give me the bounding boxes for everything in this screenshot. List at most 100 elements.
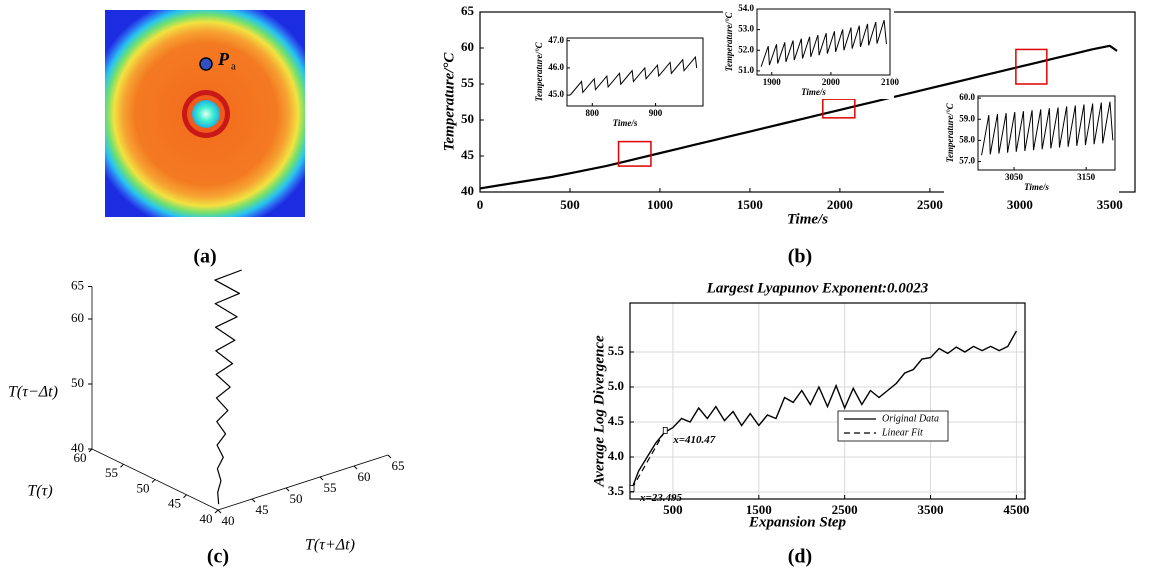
z-tick-label: 65 <box>71 277 84 292</box>
y-tick-label: 60 <box>461 39 474 54</box>
inset-x-title: Time/s <box>613 118 638 128</box>
series-line <box>631 330 1018 489</box>
marker-symbol: P <box>217 49 230 69</box>
y-tick-label: 46.0 <box>548 62 564 72</box>
x-tick-label: 500 <box>560 197 580 212</box>
y-tick-label: 60 <box>74 450 87 465</box>
y-tick-label: 55 <box>105 465 118 480</box>
y-tick-label: 3.5 <box>608 483 625 498</box>
plot-frame <box>629 302 1026 500</box>
x-tick-label: 45 <box>256 502 269 517</box>
annotation-text: x=23.495 <box>639 492 683 504</box>
x-tick-label: 0 <box>477 197 484 212</box>
plot-area <box>567 38 703 106</box>
y-tick-mark <box>183 494 187 499</box>
x-tick-label: 1500 <box>746 502 772 517</box>
x-tick-label: 900 <box>649 108 663 118</box>
plot-frame <box>977 95 1116 171</box>
inset-y-title: Temperature/°C <box>945 102 955 162</box>
annotation-marker <box>662 426 668 434</box>
highlight-region <box>822 98 856 119</box>
y-tick-label: 5.0 <box>608 378 624 393</box>
y-tick-label: 45.0 <box>548 89 564 99</box>
thermal-image <box>105 10 305 217</box>
inset-y-title: Temperature/°C <box>724 11 734 71</box>
y-tick-label: 50 <box>137 480 150 495</box>
x-tick-label: 2000 <box>822 77 841 87</box>
y-tick-label: 4.0 <box>608 448 624 463</box>
annotation-text: x=410.47 <box>672 434 716 446</box>
y-tick-label: 52.0 <box>738 44 754 54</box>
point-marker <box>199 57 213 71</box>
marker-subscript: a <box>231 61 236 73</box>
y-tick-label: 5.5 <box>608 343 625 358</box>
y-tick-label: 55 <box>461 75 475 90</box>
x-tick-label: 65 <box>392 458 405 473</box>
legend-label: Original Data <box>882 413 939 424</box>
z-axis-title: T(τ−Δt) <box>8 384 58 401</box>
x-tick-label: 4500 <box>1003 502 1029 517</box>
inset-line <box>760 19 887 67</box>
x-tick-label: 800 <box>586 108 600 118</box>
x-tick-label: 2100 <box>881 77 900 87</box>
x-tick-label: 3500 <box>918 502 944 517</box>
plot-area <box>630 303 1025 499</box>
x-tick-label: 2500 <box>917 197 943 212</box>
y-tick-label: 40 <box>200 511 213 526</box>
inset-x-title: Time/s <box>1024 182 1049 192</box>
chart-title: Largest Lyapunov Exponent:0.0023 <box>706 280 929 296</box>
x-tick-label: 50 <box>290 491 303 506</box>
x-tick-label: 3500 <box>1097 197 1123 212</box>
z-tick-label: 60 <box>71 310 84 325</box>
y-tick-label: 59.0 <box>959 113 975 123</box>
y-tick-mark <box>151 479 156 483</box>
x-tick-label: 1000 <box>647 197 673 212</box>
y-tick-label: 47.0 <box>548 35 564 45</box>
x-axis-line <box>217 454 389 511</box>
y-tick-label: 45 <box>168 496 181 511</box>
z-tick-label: 40 <box>71 440 84 455</box>
series-line <box>631 430 666 489</box>
panel-label: (a) <box>193 246 216 268</box>
panel-label: (c) <box>207 546 229 568</box>
y-tick-label: 53.0 <box>738 24 754 34</box>
x-axis-title: Time/s <box>787 211 828 227</box>
panel-label: (d) <box>788 546 812 568</box>
x-tick-label: 1500 <box>737 197 763 212</box>
legend-box <box>837 410 949 442</box>
y-tick-label: 51.0 <box>738 65 754 75</box>
x-tick-label: 1900 <box>763 77 782 87</box>
x-tick-label: 500 <box>663 502 683 517</box>
inset-y-title: Temperature/°C <box>534 41 544 101</box>
y-tick-mark <box>214 509 219 514</box>
inset-line <box>981 101 1114 156</box>
x-tick-label: 60 <box>358 469 371 484</box>
legend-label: Linear Fit <box>881 427 923 438</box>
x-tick-label: 55 <box>324 480 337 495</box>
x-tick-mark <box>319 476 324 481</box>
trajectory <box>214 269 242 505</box>
x-axis-title: T(τ+Δt) <box>305 537 355 554</box>
y-tick-label: 50 <box>461 111 474 126</box>
plot-frame <box>756 8 891 76</box>
y-tick-label: 58.0 <box>959 134 975 144</box>
z-tick-label: 50 <box>71 375 84 390</box>
annotation-marker <box>629 485 635 492</box>
x-tick-mark <box>353 465 358 470</box>
y-tick-label: 4.5 <box>608 413 625 428</box>
y-tick-label: 54.0 <box>738 3 754 13</box>
y-tick-label: 60.0 <box>959 92 975 102</box>
x-tick-label: 2500 <box>832 502 858 517</box>
inset-x-title: Time/s <box>801 87 826 97</box>
temperature-line <box>479 44 1118 190</box>
y-tick-label: 40 <box>461 183 474 198</box>
y-tick-label: 65 <box>461 3 475 18</box>
inset-line <box>569 55 698 96</box>
y-axis-title: T(τ) <box>27 483 52 500</box>
x-tick-label: 3150 <box>1077 172 1096 182</box>
x-tick-mark <box>285 487 290 492</box>
core-spot <box>192 100 220 128</box>
x-tick-label: 3050 <box>1005 172 1024 182</box>
y-axis-title: Temperature/°C <box>441 52 457 152</box>
